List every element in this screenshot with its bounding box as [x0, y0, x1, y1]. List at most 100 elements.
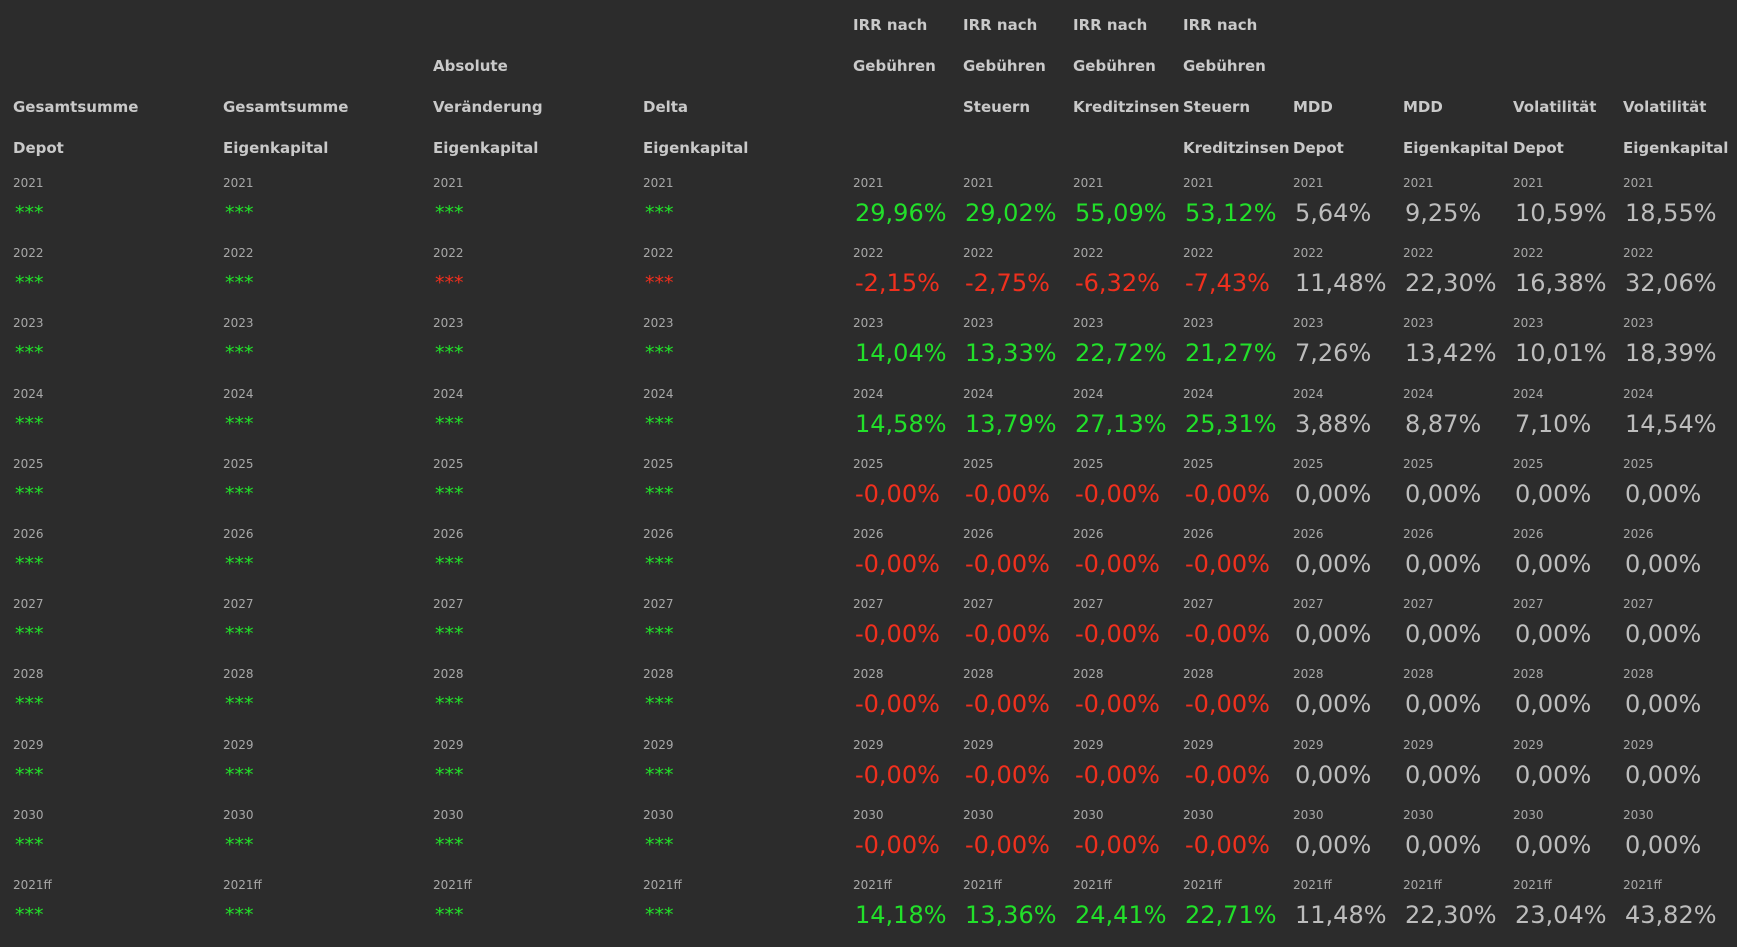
table-cell: 2026 -0,00% [963, 523, 1071, 593]
year-label: 2029 [13, 737, 44, 752]
percent-value: 0,00% [1515, 550, 1592, 578]
table-cell: 2021 5,64% [1293, 172, 1401, 242]
table-cell: 2027 0,00% [1293, 593, 1401, 663]
year-label: 2030 [433, 807, 464, 822]
header-line: Eigenkapital [1403, 139, 1509, 157]
masked-value: *** [225, 412, 254, 435]
percent-value: -2,15% [855, 269, 940, 298]
table-cell: 2026 *** [643, 523, 843, 593]
table-cell: 2022 -2,75% [963, 242, 1071, 312]
table-cell: 2021 9,25% [1403, 172, 1511, 242]
header-line: IRR nach [963, 16, 1038, 34]
table-cell: 2029 0,00% [1403, 734, 1511, 804]
year-label: 2028 [13, 667, 44, 682]
table-cell: 2024 3,88% [1293, 383, 1401, 453]
table-cell: 2022 32,06% [1623, 242, 1733, 312]
column-header: IRR nach Gebühren Steuern Kreditzinsen [1183, 0, 1291, 170]
table-cell: 2021ff *** [13, 874, 213, 944]
year-label: 2026 [1513, 527, 1544, 541]
table-cell: 2024 25,31% [1183, 383, 1291, 453]
masked-value: *** [15, 482, 44, 505]
masked-value: *** [225, 693, 254, 716]
year-label: 2023 [853, 316, 884, 331]
masked-value: *** [645, 272, 674, 295]
table-cell: 2030 0,00% [1513, 804, 1621, 874]
masked-value: *** [225, 342, 254, 365]
header-line: Gebühren [963, 57, 1046, 75]
table-cell: 2023 21,27% [1183, 312, 1291, 382]
header-line: Steuern [963, 98, 1031, 116]
year-label: 2025 [1073, 456, 1104, 471]
year-label: 2026 [1073, 527, 1104, 541]
percent-value: -0,00% [1075, 479, 1160, 508]
percent-value: 21,27% [1185, 339, 1277, 368]
year-label: 2022 [1073, 246, 1104, 261]
percent-value: 18,55% [1625, 199, 1717, 227]
table-cell: 2028 -0,00% [963, 663, 1071, 733]
year-label: 2022 [1513, 246, 1544, 261]
header-line: Gesamtsumme [223, 98, 349, 116]
year-label: 2026 [963, 527, 994, 541]
table-cell: 2021 10,59% [1513, 172, 1621, 242]
table-cell: 2030 *** [13, 804, 213, 874]
column-header: MDD Depot [1293, 0, 1401, 170]
year-label: 2024 [643, 386, 674, 401]
column-header: Gesamtsumme Eigenkapital [223, 0, 423, 170]
column-3: Delta Eigenkapital 2021 *** 2022 *** 2023 *** 20… [643, 0, 843, 947]
header-line: IRR nach [1073, 16, 1148, 34]
table-cell: 2022 22,30% [1403, 242, 1511, 312]
masked-value: *** [225, 904, 254, 926]
table-cell: 2027 *** [13, 593, 213, 663]
percent-value: 16,38% [1515, 269, 1607, 298]
year-label: 2030 [223, 807, 254, 822]
table-cell: 2023 *** [433, 312, 633, 382]
masked-value: *** [15, 904, 44, 926]
header-line: Steuern [1183, 98, 1251, 116]
masked-value: *** [435, 272, 464, 295]
table-cell: 2030 *** [223, 804, 423, 874]
percent-value: -0,00% [1185, 479, 1270, 508]
year-label: 2021 [643, 176, 674, 190]
percent-value: 11,48% [1295, 901, 1387, 929]
table-cell: 2023 13,33% [963, 312, 1071, 382]
year-label: 2021 [1183, 176, 1214, 190]
header-line: Veränderung [433, 98, 543, 116]
percent-value: 0,00% [1515, 830, 1592, 859]
year-label: 2021ff [13, 878, 52, 892]
table-cell: 2022 11,48% [1293, 242, 1401, 312]
column-header: MDD Eigenkapital [1403, 0, 1511, 170]
year-label: 2026 [1403, 527, 1434, 541]
table-cell: 2026 *** [223, 523, 423, 593]
percent-value: -0,00% [1075, 690, 1160, 719]
header-line: Eigenkapital [1623, 139, 1729, 157]
table-cell: 2025 -0,00% [1073, 453, 1181, 523]
year-label: 2028 [853, 667, 884, 682]
percent-value: 27,13% [1075, 409, 1167, 438]
masked-value: *** [435, 482, 464, 505]
year-label: 2030 [963, 807, 994, 822]
year-label: 2026 [1623, 527, 1654, 541]
percent-value: 0,00% [1405, 690, 1482, 719]
masked-value: *** [435, 342, 464, 365]
column-2: Absolute Veränderung Eigenkapital 2021 *** 20… [433, 0, 633, 947]
masked-value: *** [435, 553, 464, 575]
year-label: 2022 [1293, 246, 1324, 261]
table-cell: 2022 *** [433, 242, 633, 312]
table-cell: 2023 *** [643, 312, 843, 382]
percent-value: -0,00% [965, 760, 1050, 789]
percent-value: 13,36% [965, 901, 1057, 929]
column-8: MDD Depot 2021 5,64% 2022 11,48% 2023 7,26% 2024… [1293, 0, 1401, 947]
table-cell: 2025 *** [13, 453, 213, 523]
percent-value: -0,00% [1075, 550, 1160, 578]
year-label: 2022 [223, 246, 254, 261]
table-cell: 2028 *** [433, 663, 633, 733]
masked-value: *** [15, 202, 44, 224]
table-cell: 2030 *** [433, 804, 633, 874]
year-label: 2021 [1293, 176, 1324, 190]
year-label: 2024 [223, 386, 254, 401]
percent-value: 11,48% [1295, 269, 1387, 298]
year-label: 2023 [13, 316, 44, 331]
percent-value: -7,43% [1185, 269, 1270, 298]
year-label: 2021 [1623, 176, 1654, 190]
year-label: 2025 [223, 456, 254, 471]
